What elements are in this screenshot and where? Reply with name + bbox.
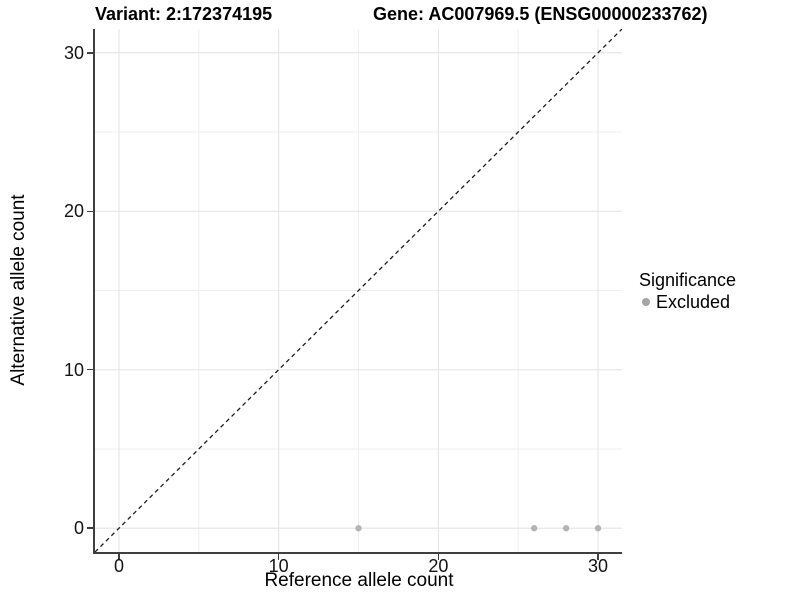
- plot-title-gene: Gene: AC007969.5 (ENSG00000233762): [373, 4, 708, 24]
- legend-key-dot-icon: [642, 298, 650, 306]
- legend-significance: Significance Excluded: [639, 270, 736, 312]
- plot-title-variant: Variant: 2:172374195: [95, 4, 273, 24]
- data-point: [355, 525, 362, 532]
- legend-item-label: Excluded: [656, 292, 731, 312]
- x-tick-label: 0: [113, 556, 124, 576]
- y-tick-label: 30: [63, 42, 84, 63]
- x-tick-label: 10: [268, 556, 289, 576]
- plot-panel: [93, 29, 622, 554]
- y-tick-mark: [87, 52, 93, 54]
- legend-title: Significance: [639, 270, 737, 290]
- x-axis-title: Reference allele count: [264, 570, 454, 591]
- y-tick-mark: [87, 210, 93, 212]
- y-tick-mark: [87, 527, 93, 529]
- y-axis-title: Alternative allele count: [8, 194, 29, 386]
- x-tick-mark: [118, 554, 120, 560]
- y-tick-label: 20: [63, 201, 84, 222]
- identity-dashed-line: [95, 29, 622, 552]
- y-tick-mark: [87, 368, 93, 371]
- legend-item-excluded: Excluded: [639, 292, 736, 312]
- y-tick-label: 10: [63, 359, 84, 380]
- x-tick-mark: [597, 554, 599, 560]
- x-tick-label: 20: [428, 556, 449, 576]
- x-tick-mark: [437, 554, 440, 560]
- data-point: [562, 525, 570, 532]
- x-tick-mark: [277, 554, 280, 560]
- data-point: [530, 525, 538, 532]
- scatter-plot-svg: [95, 29, 622, 552]
- x-tick-label: 30: [588, 556, 609, 576]
- y-tick-label: 0: [73, 518, 84, 539]
- data-point: [594, 525, 602, 532]
